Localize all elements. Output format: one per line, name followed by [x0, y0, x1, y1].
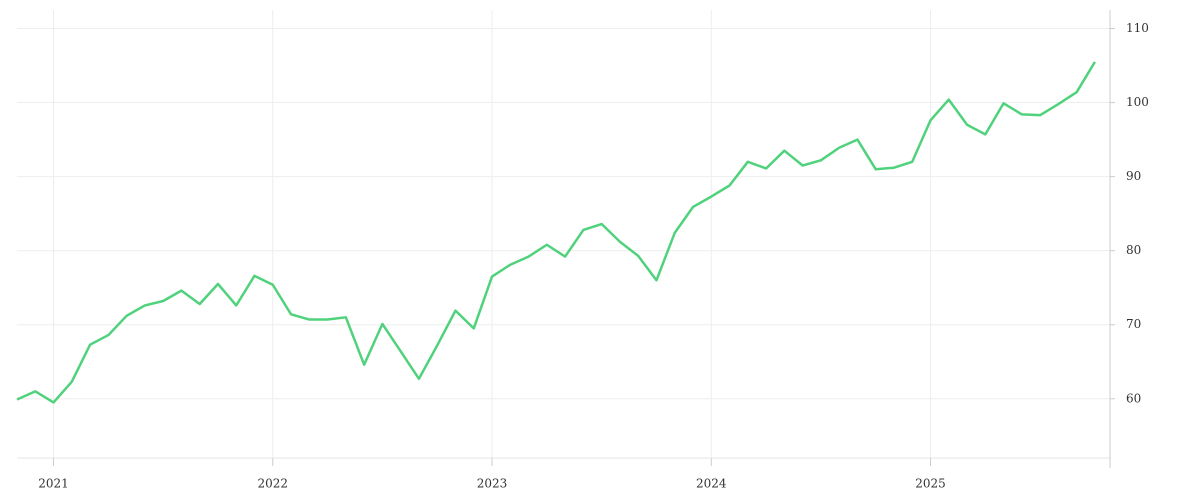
- y-tick-label: 110: [1126, 21, 1149, 35]
- x-tick-label: 2023: [477, 477, 508, 491]
- x-tick-label: 2022: [258, 477, 289, 491]
- x-tick-label: 2021: [38, 477, 69, 491]
- x-tick-label: 2024: [696, 477, 727, 491]
- y-tick-label: 70: [1126, 317, 1141, 331]
- y-tick-label: 100: [1126, 95, 1149, 109]
- y-tick-label: 90: [1126, 169, 1141, 183]
- y-tick-label: 80: [1126, 243, 1141, 257]
- y-tick-label: 60: [1126, 391, 1141, 405]
- x-tick-label: 2025: [915, 477, 946, 491]
- line-series: [16, 61, 1097, 404]
